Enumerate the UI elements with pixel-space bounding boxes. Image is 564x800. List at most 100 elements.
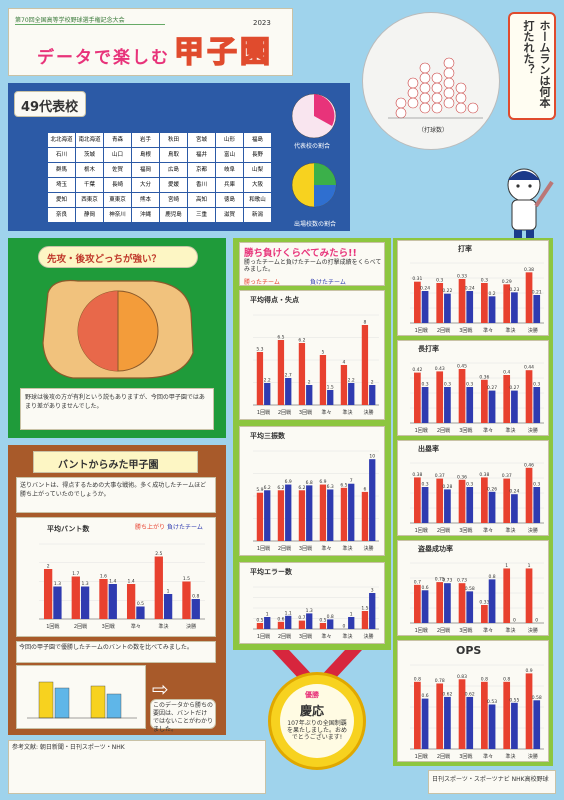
ops-card: OPS 0.8 0.6 1回戦 0.78 0.62 2回戦 0.83 0.62 3回戦 0.8 0.… bbox=[397, 640, 549, 762]
data-label: 1 bbox=[266, 612, 269, 618]
data-label: 1.5 bbox=[361, 606, 368, 612]
bar-lose bbox=[488, 296, 496, 323]
category-label: 決勝 bbox=[528, 427, 538, 434]
bar-win bbox=[525, 673, 533, 749]
school-cell: 東東京 bbox=[104, 193, 131, 207]
bar-win bbox=[277, 340, 285, 405]
data-label: 5.9 bbox=[256, 487, 263, 493]
school-cell: 西東京 bbox=[76, 193, 103, 207]
bar-win bbox=[503, 284, 511, 323]
bar-win bbox=[71, 576, 80, 619]
error-chart: 0.511回戦0.61.12回戦0.71.33回戦0.50.8準々01準決1.5… bbox=[253, 586, 379, 640]
category-label: 決勝 bbox=[528, 527, 538, 534]
bar-win bbox=[182, 581, 191, 619]
data-label: 0.45 bbox=[457, 364, 467, 370]
bar-lose bbox=[533, 387, 541, 423]
ops-chart: 0.8 0.6 1回戦 0.78 0.62 2回戦 0.83 0.62 3回戦 0.8 0.53 準々… bbox=[410, 664, 544, 760]
strikeout-chart: 5.9 6.21回戦6.26.92回戦6.26.83回戦6.96.3準々6.57準… bbox=[253, 450, 379, 552]
data-label: 1.4 bbox=[128, 579, 135, 585]
sources-text: 参考文献: 朝日新聞・日刊スポーツ・NHK bbox=[12, 744, 125, 751]
bar-win bbox=[298, 620, 306, 629]
school-cell: 高知 bbox=[188, 193, 215, 207]
bar-lose bbox=[466, 291, 474, 323]
data-label: 6.2 bbox=[298, 485, 305, 491]
bunt-panel: バントからみた甲子園 送りバントは、得点するための大事な戦術。多く成功したチーム… bbox=[8, 445, 226, 735]
schools-map: 北北海道 南北海道 青森 岩手 秋田 宮城 山形 福島 石川 茨城 山口 島根 鳥取 福井 富山 長野 群馬 栃木… bbox=[48, 133, 273, 225]
katimake-title: 勝ち負けくらべてみたら!! bbox=[244, 248, 357, 259]
bunt-title-card: バントからみた甲子園 bbox=[33, 451, 198, 473]
category-label: 2回戦 bbox=[437, 753, 450, 760]
data-label: 0.42 bbox=[412, 367, 422, 373]
data-label: 0.7 bbox=[414, 579, 421, 585]
bar-lose bbox=[466, 387, 474, 423]
category-label: 3回戦 bbox=[459, 627, 472, 634]
school-cell: 岐阜 bbox=[216, 163, 243, 177]
bar-win bbox=[298, 343, 306, 405]
category-label: 1回戦 bbox=[46, 623, 59, 630]
school-cell: 大阪 bbox=[244, 178, 271, 192]
bar-lose bbox=[163, 594, 173, 619]
school-cell: 石川 bbox=[48, 148, 75, 162]
category-label: 3回戦 bbox=[459, 753, 472, 760]
data-label: 0.8 bbox=[503, 676, 510, 682]
header-year: 2023 bbox=[253, 19, 271, 27]
bar-win bbox=[256, 492, 264, 541]
bar-win bbox=[436, 582, 444, 623]
category-label: 1回戦 bbox=[257, 409, 270, 416]
bar-win bbox=[414, 584, 421, 623]
data-label: 0.78 bbox=[435, 678, 445, 684]
data-label: 0.55 bbox=[509, 697, 519, 703]
data-label: 0.58 bbox=[465, 586, 475, 592]
category-label: 準々 bbox=[321, 633, 331, 640]
bar-win bbox=[298, 490, 306, 541]
bar-win bbox=[319, 484, 327, 541]
bunt-note2: このデータから勝ちの要因は、バントだけではないことがわかりました。 bbox=[150, 699, 216, 733]
data-label: 0.3 bbox=[466, 382, 473, 388]
data-label: 0.2 bbox=[488, 291, 495, 297]
category-label: 1回戦 bbox=[415, 753, 428, 760]
data-label: 0.26 bbox=[487, 486, 497, 492]
data-label: 0.43 bbox=[435, 366, 445, 372]
data-label: 0.3 bbox=[421, 482, 428, 488]
medal-label: 優勝 bbox=[305, 691, 319, 699]
data-label: 0.58 bbox=[532, 695, 542, 701]
data-label: 0 bbox=[535, 618, 538, 624]
bar-lose bbox=[327, 619, 334, 629]
chodaritsu-title: 長打率 bbox=[418, 345, 439, 353]
bar-lose bbox=[444, 489, 451, 523]
category-label: 2回戦 bbox=[437, 627, 450, 634]
category-label: 決勝 bbox=[363, 409, 373, 416]
data-label: 6.2 bbox=[277, 485, 284, 491]
bar-lose bbox=[108, 584, 117, 619]
bar-lose bbox=[327, 390, 334, 405]
data-label: 10 bbox=[369, 454, 375, 460]
bar-lose bbox=[488, 390, 496, 423]
data-label: 0.3 bbox=[466, 482, 473, 488]
bar-lose bbox=[348, 383, 355, 405]
category-label: 1回戦 bbox=[257, 633, 270, 640]
school-cell: 佐賀 bbox=[104, 163, 131, 177]
school-cell: 長野 bbox=[244, 148, 271, 162]
bar-lose bbox=[421, 698, 429, 749]
pie1-caption: 代表校の割合 bbox=[294, 143, 331, 150]
category-label: 2回戦 bbox=[74, 623, 87, 630]
bar-lose bbox=[80, 586, 90, 619]
bunt-note: 今回の甲子園で優勝したチームのバントの数を比べてみました。 bbox=[16, 641, 216, 663]
data-label: 0.23 bbox=[509, 287, 519, 293]
bar-lose bbox=[285, 484, 292, 541]
header-title: データで楽しむ bbox=[37, 48, 170, 68]
bar-win bbox=[361, 491, 369, 541]
category-label: 3回戦 bbox=[299, 409, 312, 416]
tourui-chart: 0.70.61回戦0.750.732回戦0.730.583回戦0.330.8準々… bbox=[410, 562, 544, 634]
category-label: 準決 bbox=[505, 327, 515, 334]
bar-lose bbox=[421, 291, 429, 323]
category-label: 準々 bbox=[131, 623, 141, 630]
bar-win bbox=[436, 283, 444, 323]
data-label: 6.5 bbox=[277, 335, 284, 341]
data-label: 0.8 bbox=[481, 676, 488, 682]
data-label: 1.6 bbox=[100, 574, 107, 580]
bar-win bbox=[458, 479, 466, 523]
data-label: 6.5 bbox=[340, 482, 347, 488]
dariritsu-title: 打率 bbox=[458, 245, 472, 253]
bar-lose bbox=[285, 378, 292, 405]
